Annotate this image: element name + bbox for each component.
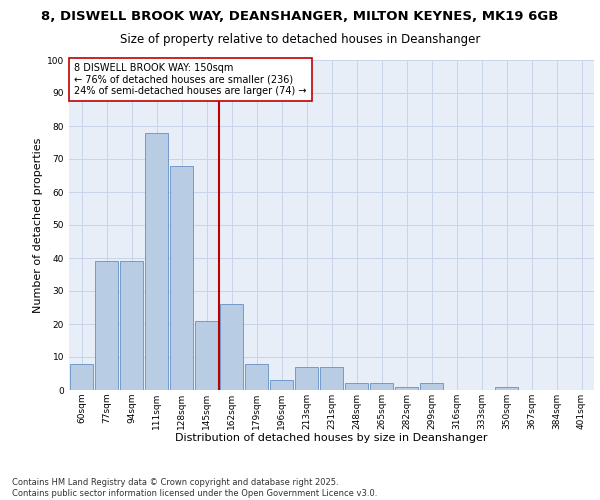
Bar [120, 262, 143, 390]
Bar [370, 384, 393, 390]
Text: 8 DISWELL BROOK WAY: 150sqm
← 76% of detached houses are smaller (236)
24% of se: 8 DISWELL BROOK WAY: 150sqm ← 76% of det… [74, 64, 307, 96]
Text: Size of property relative to detached houses in Deanshanger: Size of property relative to detached ho… [120, 32, 480, 46]
Bar [395, 386, 418, 390]
Bar [195, 320, 218, 390]
Bar [70, 364, 93, 390]
Bar [420, 384, 443, 390]
Bar [320, 367, 343, 390]
Bar [295, 367, 318, 390]
Bar [170, 166, 193, 390]
Bar [220, 304, 243, 390]
Y-axis label: Number of detached properties: Number of detached properties [33, 138, 43, 312]
Text: 8, DISWELL BROOK WAY, DEANSHANGER, MILTON KEYNES, MK19 6GB: 8, DISWELL BROOK WAY, DEANSHANGER, MILTO… [41, 10, 559, 23]
Bar [270, 380, 293, 390]
Bar [245, 364, 268, 390]
X-axis label: Distribution of detached houses by size in Deanshanger: Distribution of detached houses by size … [175, 434, 488, 444]
Bar [95, 262, 118, 390]
Text: Contains HM Land Registry data © Crown copyright and database right 2025.
Contai: Contains HM Land Registry data © Crown c… [12, 478, 377, 498]
Bar [145, 132, 168, 390]
Bar [495, 386, 518, 390]
Bar [345, 384, 368, 390]
